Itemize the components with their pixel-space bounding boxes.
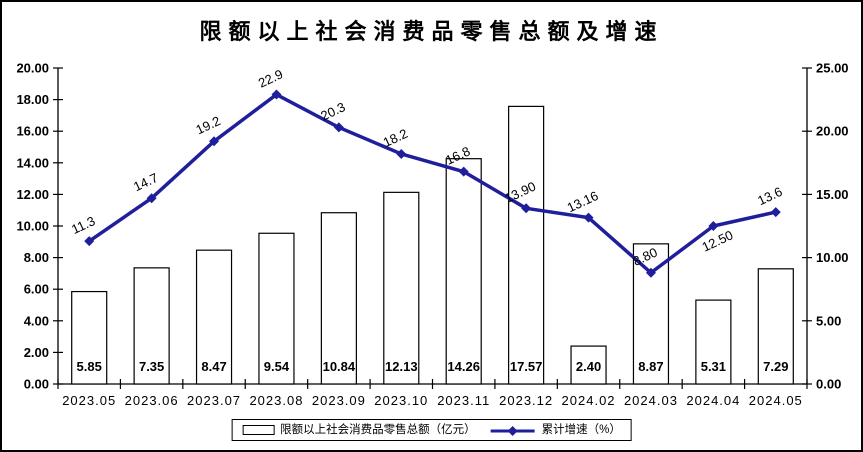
left-axis-tick-label: 4.00	[24, 313, 49, 328]
bar-value-label: 7.29	[763, 359, 788, 374]
line-marker-diamond-icon	[84, 236, 95, 247]
line-marker-diamond-icon	[645, 267, 656, 278]
bar-value-label: 10.84	[323, 359, 356, 374]
bar	[258, 232, 295, 385]
x-axis-category-label: 2023.10	[374, 393, 428, 408]
line-marker-diamond-icon	[146, 193, 157, 204]
bar	[570, 345, 607, 385]
bar-value-label: 7.35	[139, 359, 164, 374]
x-axis-category-label: 2023.05	[62, 393, 116, 408]
right-axis-tick-label: 5.00	[816, 313, 841, 328]
bar	[195, 249, 233, 385]
bar-value-label: 12.13	[385, 359, 418, 374]
legend-bar-label: 限额以上社会消费品零售总额（亿元）	[280, 424, 476, 436]
left-axis-tick-label: 20.00	[16, 61, 49, 76]
left-axis-tick-label: 0.00	[24, 377, 49, 392]
chart-title: 限额以上社会消费品零售总额及增速	[199, 19, 664, 44]
legend-line-swatch-icon	[490, 424, 536, 436]
growth-line	[88, 92, 777, 275]
bar-value-label: 9.54	[264, 359, 290, 374]
line-value-label: 14.7	[131, 170, 160, 194]
line-value-label: 22.9	[256, 66, 285, 90]
x-axis-category-label: 2023.06	[125, 393, 179, 408]
right-axis-tick-label: 20.00	[816, 124, 849, 139]
x-axis-category-label: 2023.11	[437, 393, 490, 408]
x-axis-category-label: 2023.12	[499, 393, 553, 408]
right-axis-tick-label: 10.00	[816, 250, 849, 265]
left-axis-tick-label: 10.00	[16, 219, 49, 234]
bar-value-label: 2.40	[576, 359, 601, 374]
bar-value-label: 8.87	[638, 359, 663, 374]
x-axis-category-label: 2024.02	[562, 393, 616, 408]
line-value-label: 20.3	[318, 99, 347, 123]
left-axis-tick-label: 18.00	[16, 92, 49, 107]
x-axis-category-label: 2024.05	[749, 393, 803, 408]
line-value-label: 19.2	[193, 113, 222, 137]
bar-value-label: 14.26	[447, 359, 480, 374]
line-marker-diamond-icon	[333, 122, 344, 133]
bar	[508, 105, 545, 385]
left-axis-tick-label: 6.00	[24, 282, 49, 297]
line-marker-diamond-icon	[708, 221, 719, 231]
legend-line-label: 累计增速（%）	[541, 424, 621, 436]
legend-bar-swatch-icon	[242, 425, 275, 435]
left-axis-tick-label: 14.00	[16, 155, 49, 170]
bar	[695, 299, 732, 385]
line-marker-diamond-icon	[209, 136, 220, 147]
line-value-label: 18.2	[381, 126, 410, 150]
line-marker-diamond-icon	[458, 166, 469, 177]
line-value-label: 13.16	[565, 188, 601, 215]
bar	[71, 290, 108, 385]
bar	[320, 212, 357, 385]
x-axis-category-label: 2023.08	[249, 393, 303, 408]
bar	[133, 267, 170, 385]
bar	[757, 268, 794, 385]
bar	[445, 158, 482, 385]
x-axis-category-label: 2024.04	[686, 393, 740, 408]
line-value-label: 11.3	[69, 213, 97, 237]
bar-value-label: 8.47	[201, 359, 226, 374]
left-axis-tick-label: 8.00	[24, 250, 49, 265]
x-axis-category-label: 2023.07	[187, 393, 241, 408]
bar-value-label: 17.57	[510, 359, 543, 374]
left-axis-tick-label: 2.00	[24, 345, 49, 360]
bar-value-label: 5.31	[701, 359, 726, 374]
bar	[383, 191, 420, 385]
line-value-label: 13.6	[755, 184, 784, 208]
line-marker-diamond-icon	[271, 89, 282, 100]
right-axis-tick-label: 15.00	[816, 187, 849, 202]
x-axis-category-label: 2024.03	[624, 393, 678, 408]
left-axis-tick-label: 16.00	[16, 124, 49, 139]
line-marker-diamond-icon	[770, 207, 781, 218]
bar	[632, 243, 670, 385]
bar-value-label: 5.85	[77, 359, 102, 374]
line-marker-diamond-icon	[583, 212, 594, 223]
right-axis-tick-label: 0.00	[816, 377, 841, 392]
x-axis-category-label: 2023.09	[312, 393, 366, 408]
line-marker-diamond-icon	[521, 203, 532, 214]
line-marker-diamond-icon	[396, 148, 407, 159]
left-axis-tick-label: 12.00	[16, 187, 49, 202]
legend: 限额以上社会消费品零售总额（亿元） 累计增速（%）	[231, 419, 632, 441]
right-axis-tick-label: 25.00	[816, 61, 849, 76]
